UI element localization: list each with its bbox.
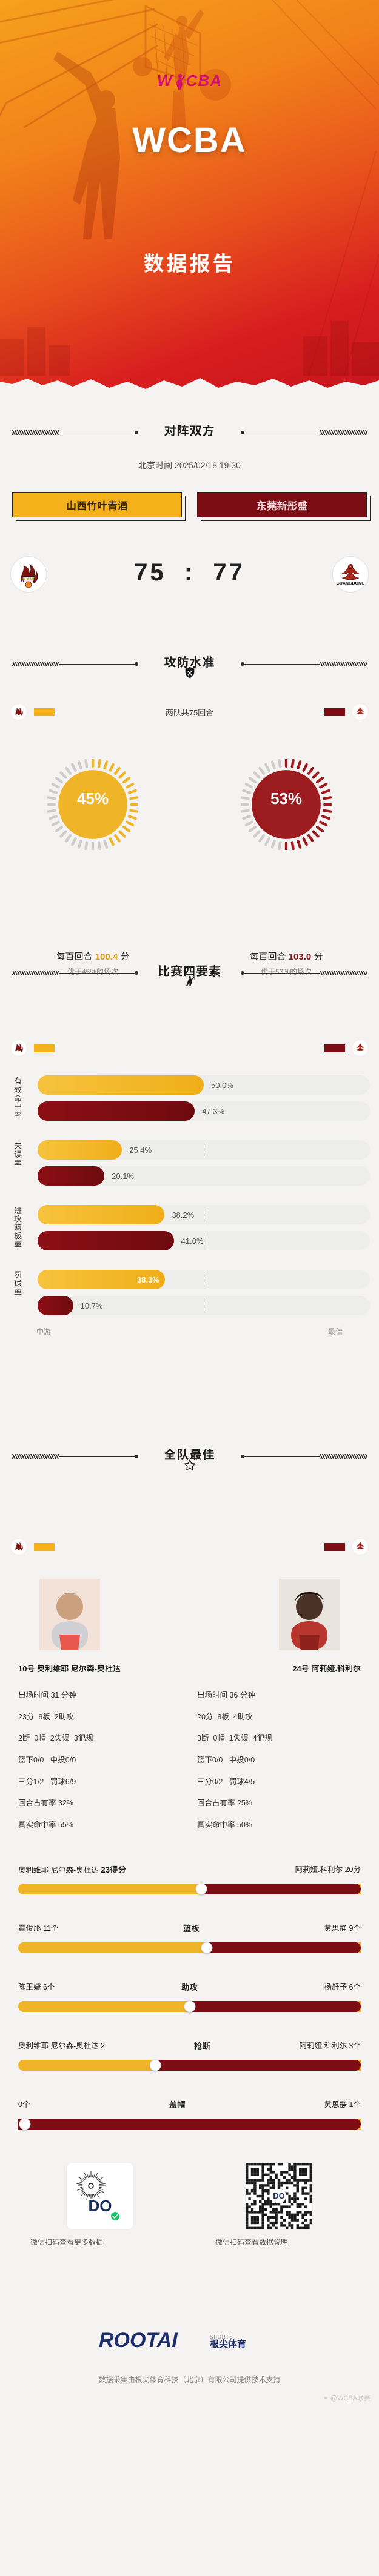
svg-text:DO: DO	[89, 2197, 112, 2215]
svg-text:ROOTAI: ROOTAI	[99, 2329, 178, 2352]
svg-text:根尖体育: 根尖体育	[210, 2339, 246, 2349]
svg-text:DO: DO	[273, 2191, 285, 2200]
